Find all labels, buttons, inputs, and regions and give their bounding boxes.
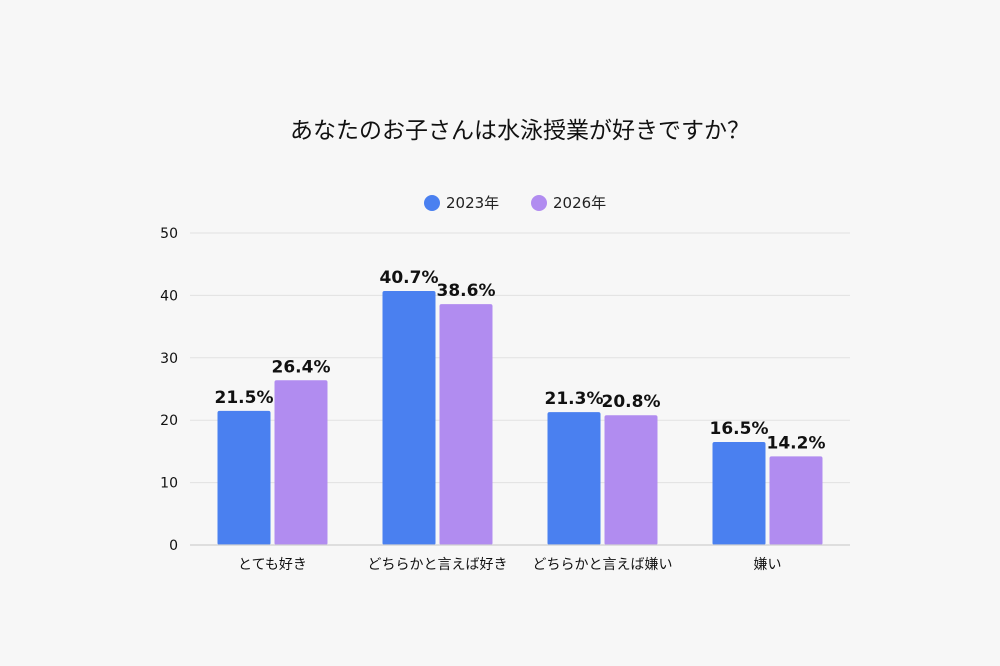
y-tick-label: 10 (160, 476, 178, 492)
data-label: 21.5% (215, 388, 274, 408)
bar-series2 (604, 415, 658, 545)
data-label: 20.8% (602, 392, 661, 412)
data-label: 21.3% (545, 389, 604, 409)
bar-series2 (439, 304, 493, 545)
bar-series1 (217, 410, 271, 545)
data-label: 38.6% (437, 281, 496, 301)
x-category-label: 嫌い (754, 557, 782, 573)
x-category-label: とても好き (238, 557, 307, 573)
x-category-label: どちらかと言えば好き (368, 557, 508, 573)
data-label: 14.2% (767, 433, 826, 453)
y-tick-label: 0 (169, 538, 178, 554)
legend-swatch (424, 195, 440, 211)
bar-series1 (382, 291, 436, 545)
x-category-label: どちらかと言えば嫌い (533, 557, 673, 573)
bar-series2 (274, 380, 328, 545)
data-labels: 21.5% 26.4% 40.7%38.6% 21.3%20.8% 16.5%14.2% (215, 268, 826, 453)
legend-label: 2023年 (446, 194, 499, 212)
bar-series2 (769, 456, 823, 545)
data-label: 40.7% (380, 268, 439, 288)
bar-series1 (712, 442, 766, 545)
legend: 2023年 2026年 (424, 194, 606, 212)
legend-label: 2026年 (553, 194, 606, 212)
data-label: 26.4% (272, 357, 331, 377)
bars (217, 291, 823, 545)
y-tick-label: 30 (160, 351, 178, 367)
legend-swatch (531, 195, 547, 211)
y-tick-label: 40 (160, 288, 178, 304)
y-tick-label: 20 (160, 413, 178, 429)
data-label: 16.5% (710, 419, 769, 439)
bar-series1 (547, 412, 601, 545)
x-axis-categories: とても好き どちらかと言えば好き どちらかと言えば嫌い 嫌い (238, 557, 781, 573)
y-axis-ticks: 0 10 20 30 40 50 (160, 226, 178, 554)
chart-title: あなたのお子さんは水泳授業が好きですか？ (290, 118, 750, 144)
y-tick-label: 50 (160, 226, 178, 242)
